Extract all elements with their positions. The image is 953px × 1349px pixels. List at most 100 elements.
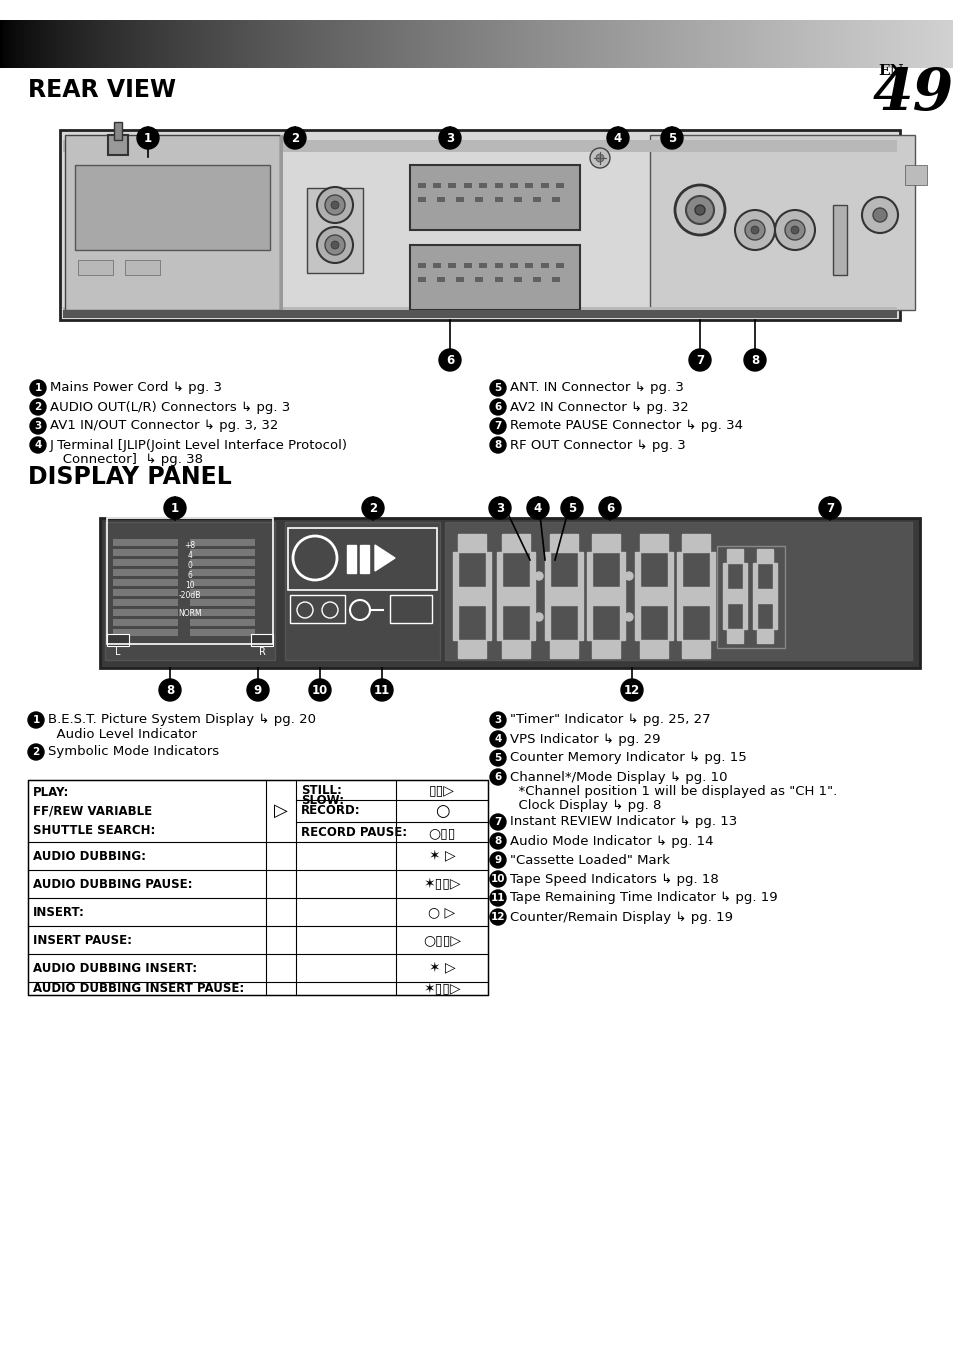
Text: 6: 6: [605, 502, 614, 514]
Circle shape: [685, 196, 713, 224]
Bar: [474, 20, 476, 67]
Bar: [189, 20, 192, 67]
Bar: [764, 20, 766, 67]
Circle shape: [743, 349, 765, 371]
Bar: [815, 20, 818, 67]
Bar: [602, 20, 604, 67]
Text: ○: ○: [435, 803, 449, 820]
Bar: [896, 20, 899, 67]
Bar: [159, 20, 161, 67]
Bar: [190, 608, 254, 616]
Text: 5: 5: [667, 131, 676, 144]
Bar: [410, 246, 579, 310]
Bar: [289, 20, 292, 67]
Bar: [643, 20, 646, 67]
Bar: [64, 20, 66, 67]
Bar: [197, 20, 199, 67]
Bar: [746, 20, 749, 67]
Bar: [370, 20, 373, 67]
Bar: [760, 20, 763, 67]
Bar: [550, 587, 578, 604]
Bar: [850, 20, 852, 67]
Circle shape: [790, 227, 799, 233]
Bar: [740, 20, 742, 67]
Bar: [36, 20, 39, 67]
Bar: [534, 20, 537, 67]
Bar: [750, 20, 752, 67]
Bar: [389, 20, 392, 67]
Bar: [88, 20, 90, 67]
Bar: [71, 20, 74, 67]
Bar: [559, 20, 561, 67]
Text: 2: 2: [291, 131, 298, 144]
Bar: [501, 534, 530, 552]
Bar: [246, 20, 249, 67]
Bar: [904, 165, 926, 185]
Bar: [112, 549, 178, 556]
Text: 6: 6: [494, 402, 501, 411]
Bar: [75, 165, 270, 250]
Bar: [548, 20, 551, 67]
Bar: [918, 20, 921, 67]
Bar: [219, 20, 222, 67]
Bar: [402, 20, 404, 67]
Circle shape: [438, 349, 460, 371]
Bar: [507, 20, 509, 67]
Bar: [824, 20, 827, 67]
Bar: [70, 20, 72, 67]
Bar: [639, 534, 667, 552]
Bar: [221, 20, 223, 67]
Bar: [533, 277, 540, 282]
Bar: [732, 20, 735, 67]
Bar: [45, 20, 47, 67]
Bar: [496, 20, 498, 67]
Bar: [121, 20, 123, 67]
Bar: [464, 20, 466, 67]
Bar: [923, 20, 925, 67]
Bar: [433, 263, 440, 268]
Bar: [681, 20, 684, 67]
Bar: [200, 20, 203, 67]
Bar: [431, 20, 433, 67]
Text: Instant REVIEW Indicator ↳ pg. 13: Instant REVIEW Indicator ↳ pg. 13: [510, 816, 737, 828]
Bar: [781, 20, 784, 67]
Bar: [578, 20, 580, 67]
Text: 0: 0: [188, 561, 193, 571]
Bar: [63, 140, 896, 152]
Bar: [393, 20, 395, 67]
Text: 4: 4: [494, 734, 501, 745]
Bar: [536, 20, 537, 67]
Circle shape: [489, 496, 511, 519]
Bar: [254, 20, 256, 67]
Text: 3: 3: [496, 502, 503, 514]
Circle shape: [624, 612, 633, 621]
Bar: [665, 20, 668, 67]
Bar: [675, 20, 678, 67]
Bar: [641, 20, 644, 67]
Text: Symbolic Mode Indicators: Symbolic Mode Indicators: [48, 746, 219, 758]
Bar: [314, 20, 317, 67]
Bar: [284, 20, 287, 67]
Bar: [522, 20, 525, 67]
Bar: [751, 20, 754, 67]
Bar: [456, 197, 463, 202]
Circle shape: [490, 832, 505, 849]
Bar: [433, 183, 440, 188]
Text: 4: 4: [613, 131, 621, 144]
Bar: [129, 20, 132, 67]
Bar: [748, 20, 751, 67]
Bar: [332, 20, 335, 67]
Bar: [550, 639, 578, 658]
Bar: [453, 552, 457, 596]
Bar: [369, 20, 371, 67]
Bar: [243, 20, 246, 67]
Text: ○▯▯: ○▯▯: [428, 826, 456, 840]
Bar: [475, 197, 482, 202]
Text: 49: 49: [872, 66, 953, 123]
Bar: [105, 522, 274, 660]
Bar: [927, 20, 930, 67]
Bar: [512, 20, 514, 67]
Bar: [556, 183, 563, 188]
Bar: [550, 20, 552, 67]
Bar: [21, 20, 23, 67]
